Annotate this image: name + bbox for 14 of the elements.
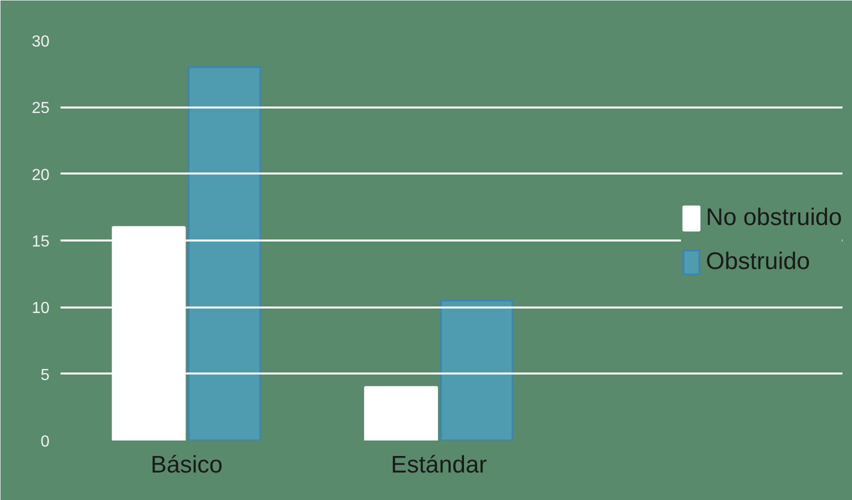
legend-label: No obstruido	[706, 204, 842, 232]
y-tick-label: 0	[40, 434, 50, 450]
x-tick-label: Básico	[150, 452, 223, 478]
y-tick-label: 10	[32, 300, 50, 318]
bar	[440, 300, 514, 440]
y-tick-label: 15	[32, 234, 50, 250]
bar	[364, 386, 438, 440]
bar	[188, 66, 262, 440]
y-tick-label: 20	[32, 166, 50, 184]
y-tick-label: 25	[32, 100, 50, 118]
y-tick-label: 5	[40, 366, 50, 384]
legend-label: Obstruido	[706, 248, 810, 276]
y-tick-label: 30	[32, 34, 50, 50]
x-tick-label: Estándar	[390, 452, 487, 478]
